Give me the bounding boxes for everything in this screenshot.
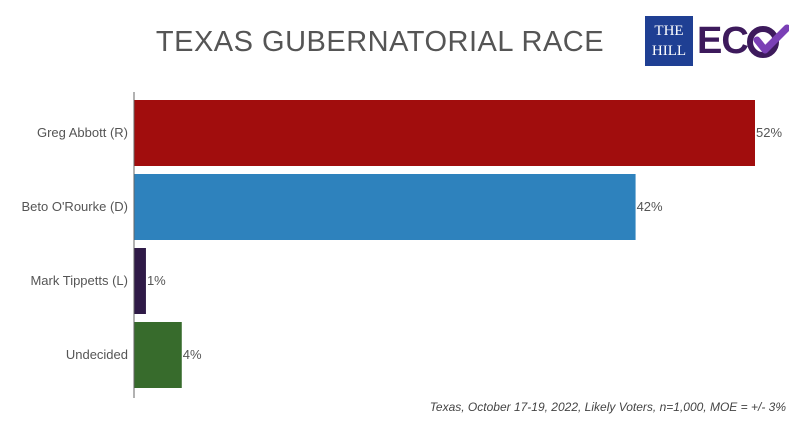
category-label-mark-tippetts-l: Mark Tippetts (L)	[30, 273, 128, 288]
footnote: Texas, October 17-19, 2022, Likely Voter…	[429, 400, 786, 414]
ecp-check-icon	[747, 24, 789, 58]
the-hill-logo: THE HILL	[645, 16, 693, 66]
the-hill-logo-line2: HILL	[651, 43, 687, 59]
value-label-undecided: 4%	[183, 347, 202, 362]
value-label-beto-o-rourke-d: 42%	[637, 199, 663, 214]
ecp-logo-text: EC	[697, 20, 749, 62]
value-label-mark-tippetts-l: 1%	[147, 273, 166, 288]
bar-beto-o-rourke-d	[134, 174, 636, 240]
category-label-greg-abbott-r: Greg Abbott (R)	[37, 125, 128, 140]
value-label-greg-abbott-r: 52%	[756, 125, 782, 140]
the-hill-ecp-logo: THE HILL EC	[645, 16, 795, 68]
bar-greg-abbott-r	[134, 100, 755, 166]
bar-undecided	[134, 322, 182, 388]
category-label-undecided: Undecided	[66, 347, 128, 362]
the-hill-logo-line1: THE	[654, 23, 684, 39]
bar-mark-tippetts-l	[134, 248, 146, 314]
category-label-beto-o-rourke-d: Beto O'Rourke (D)	[21, 199, 128, 214]
chart-title: TEXAS GUBERNATORIAL RACE	[155, 26, 605, 58]
